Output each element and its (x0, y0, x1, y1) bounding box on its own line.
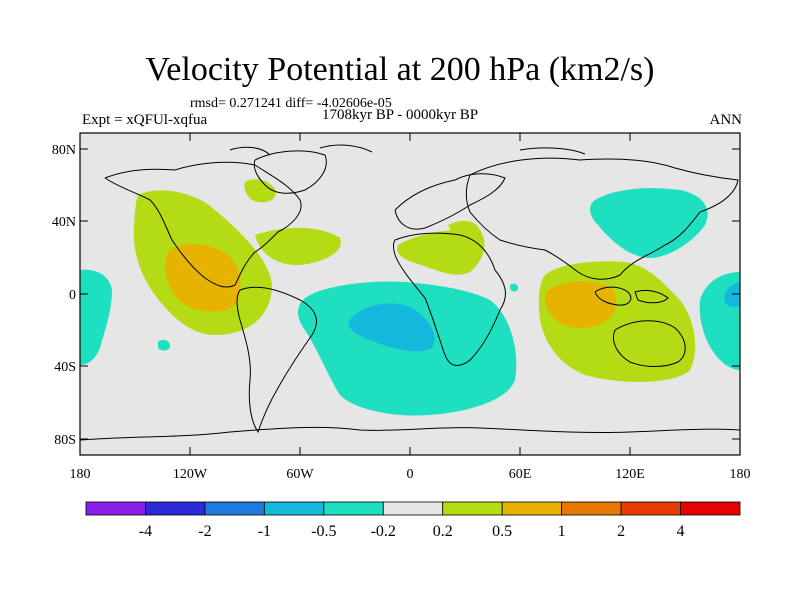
africa-coast (393, 232, 506, 366)
europe-coast (394, 173, 506, 230)
colorbar-swatch (204, 501, 265, 516)
africa-positive-region (397, 229, 485, 275)
experiment-label: Expt = xQFUl-xqfua (82, 112, 208, 128)
north-pacific-negative-region (590, 188, 708, 258)
lat-label: 0 (69, 288, 76, 303)
colorbar-swatch (263, 501, 325, 516)
north-america-coast (104, 161, 302, 288)
atlantic-strong-negative-region (348, 303, 435, 352)
latitude-labels: 80N 40N 0 40S 80S (52, 143, 76, 448)
colorbar-label: -2 (198, 523, 211, 540)
colorbar-label: 2 (617, 523, 625, 540)
lon-label: 180 (70, 467, 91, 482)
colorbar-swatch (145, 501, 206, 516)
colorbar-swatch (382, 501, 444, 516)
period-text: 1708kyr BP - 0000kyr BP (322, 107, 479, 123)
colorbar-swatch (323, 501, 384, 516)
antarctica-coast (80, 426, 740, 441)
arctic-islands-coast (229, 144, 586, 156)
strong-negative-regions (348, 282, 740, 352)
west-pacific-edge-negative-region (80, 269, 112, 365)
colorbar-swatch (442, 501, 503, 516)
lat-label: 80N (52, 143, 76, 158)
colorbar-labels: -4 -2 -1 -0.5 -0.2 0.2 0.5 1 2 4 (139, 523, 685, 540)
map-title: Velocity Potential at 200 hPa (km2/s) (145, 51, 655, 88)
asia-coast (465, 157, 739, 280)
colorbar-swatch (501, 501, 563, 516)
north-atlantic-positive-region (255, 227, 341, 266)
lat-label: 80S (54, 433, 76, 448)
indo-pacific-strong-region (545, 281, 617, 328)
stats-text: rmsd= 0.271241 diff= -4.02606e-05 (190, 96, 392, 111)
season-label: ANN (709, 112, 743, 128)
maritime-continent-coast (594, 286, 669, 306)
colorbar-label: 0.2 (433, 523, 453, 540)
colorbar-swatch (85, 501, 146, 516)
colorbar-label: -1 (258, 523, 271, 540)
lon-label: 120E (615, 467, 645, 482)
lon-label: 0 (407, 467, 414, 482)
lon-label: 180 (730, 467, 751, 482)
east-edge-strong-negative-region (724, 282, 740, 308)
colorbar-label: 1 (558, 523, 566, 540)
colorbar-label: -0.2 (371, 523, 396, 540)
longitude-labels: 180 120W 60W 0 60E 120E 180 (70, 467, 751, 482)
australia-coast (613, 320, 686, 367)
colorbar-label: 0.5 (492, 523, 512, 540)
colorbar-label: -0.5 (311, 523, 336, 540)
axis-ticks (80, 133, 740, 455)
strong-positive-regions (165, 244, 617, 328)
coastlines (80, 144, 740, 441)
east-pacific-strong-region (165, 244, 241, 312)
small-negative-patch (158, 339, 170, 351)
south-america-coast (236, 286, 317, 434)
colorbar-label: 4 (677, 523, 685, 540)
colorbar-label: -4 (139, 523, 152, 540)
lon-label: 60W (286, 467, 314, 482)
lon-label: 60E (509, 467, 532, 482)
lat-label: 40N (52, 215, 76, 230)
lon-label: 120W (173, 467, 208, 482)
greenland-coast (253, 150, 327, 194)
colorbar (85, 501, 741, 516)
colorbar-swatch (620, 501, 681, 516)
mideast-positive-region (448, 220, 480, 237)
colorbar-swatch (561, 501, 622, 516)
small-negative-patch-indian (510, 283, 519, 292)
greenland-positive-region (244, 179, 276, 203)
colorbar-swatch (680, 501, 741, 516)
lat-label: 40S (54, 360, 76, 375)
